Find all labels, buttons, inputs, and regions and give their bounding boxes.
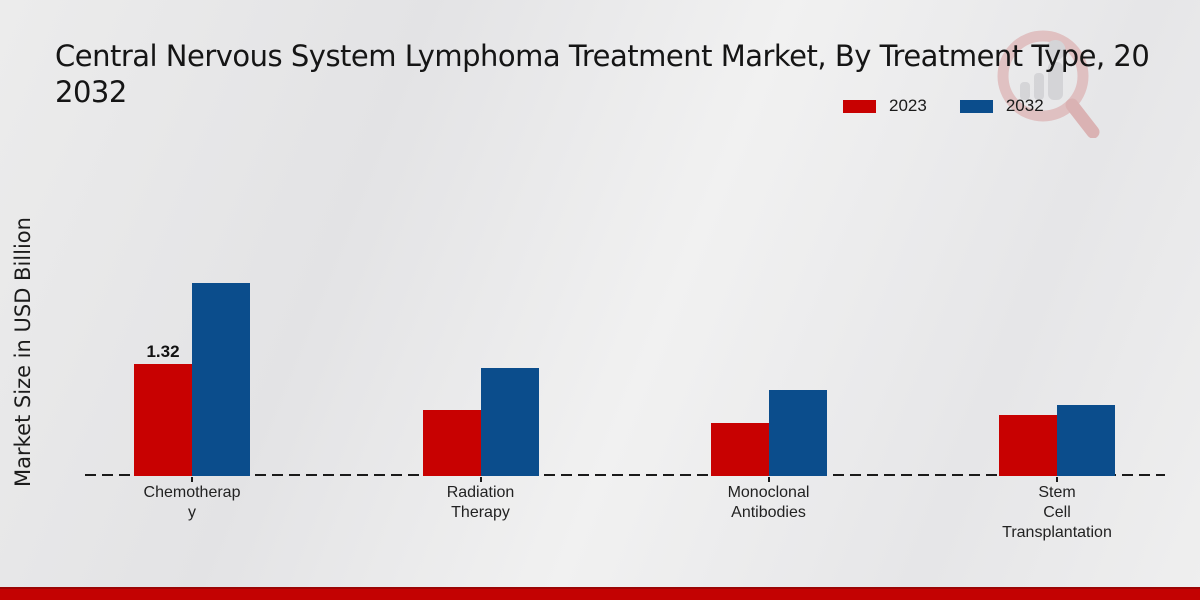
bar-2023-chemotherapy xyxy=(134,364,192,476)
category-label-chemotherapy: Chemotherap y xyxy=(143,484,241,521)
bar-2032-monoclonal-antibodies xyxy=(768,390,827,476)
category-label-radiation-therapy: Radiation Therapy xyxy=(446,484,515,521)
chart-title-line1: Central Nervous System Lymphoma Treatmen… xyxy=(55,39,1150,73)
legend-item-2032: 2032 xyxy=(959,96,1044,116)
magnifier-ring-icon xyxy=(997,30,1089,122)
legend-item-2023: 2023 xyxy=(843,96,927,116)
bar-2032-stem-cell-transplantation xyxy=(1057,405,1115,476)
magnifier-handle-icon xyxy=(1065,98,1100,138)
legend-label-2023: 2023 xyxy=(889,96,927,115)
logo-bar-1-icon xyxy=(1020,82,1030,100)
x-axis-tick-stem-cell-transplantation xyxy=(1056,477,1058,482)
bottom-red-band xyxy=(0,587,1200,600)
logo-person-head-icon xyxy=(1045,40,1066,60)
x-axis-tick-monoclonal-antibodies xyxy=(767,477,770,482)
x-axis-tick-chemotherapy xyxy=(191,477,193,482)
x-axis-baseline xyxy=(85,474,1165,476)
x-axis-tick-radiation-therapy xyxy=(479,477,482,482)
category-label-monoclonal-antibodies: Monoclonal Antibodies xyxy=(727,484,810,521)
logo-person-body-icon xyxy=(1048,62,1063,100)
legend: 2023 2032 xyxy=(843,96,1063,116)
legend-swatch-2032 xyxy=(959,99,993,113)
bar-value-label-2023-chemotherapy: 1.32 xyxy=(146,342,180,361)
category-label-stem-cell-transplantation: Stem Cell Transplantation xyxy=(1002,484,1112,541)
bar-2032-chemotherapy xyxy=(192,283,250,476)
logo-bar-2-icon xyxy=(1034,73,1044,100)
chart-title-line2: 2032 xyxy=(55,75,127,109)
bar-2032-radiation-therapy xyxy=(480,368,539,476)
legend-swatch-2023 xyxy=(843,99,876,113)
bar-2023-stem-cell-transplantation xyxy=(999,415,1057,476)
legend-label-2032: 2032 xyxy=(1005,96,1044,115)
bar-2023-radiation-therapy xyxy=(422,410,481,476)
market-research-logo-watermark xyxy=(997,30,1100,138)
bar-2023-monoclonal-antibodies xyxy=(710,423,769,476)
chart-title: Central Nervous System Lymphoma Treatmen… xyxy=(55,38,1200,110)
